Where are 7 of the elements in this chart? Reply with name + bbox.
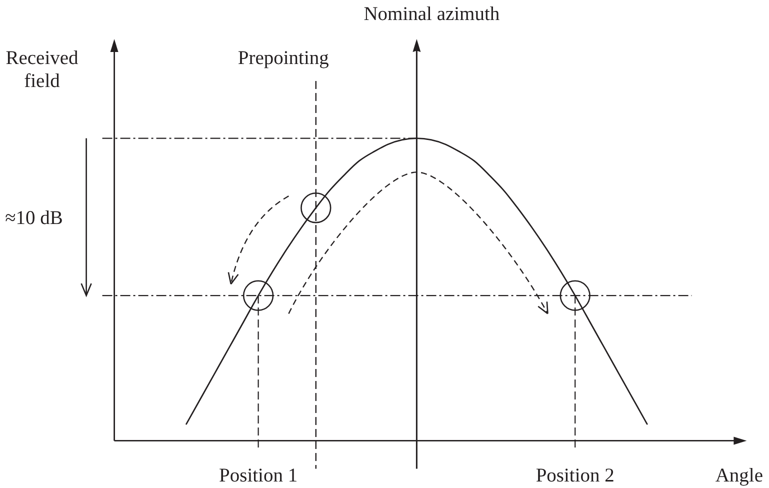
text: Prepointing [238, 48, 330, 69]
x-axis-title: Angle [715, 466, 763, 486]
x-tick-label: Position 2 [536, 466, 614, 486]
y-axis-title: Received field [6, 48, 79, 92]
text: ≈10 dB [5, 208, 63, 229]
x-tick-label: Position 1 [219, 466, 298, 486]
text: Nominal azimuth [364, 4, 500, 25]
